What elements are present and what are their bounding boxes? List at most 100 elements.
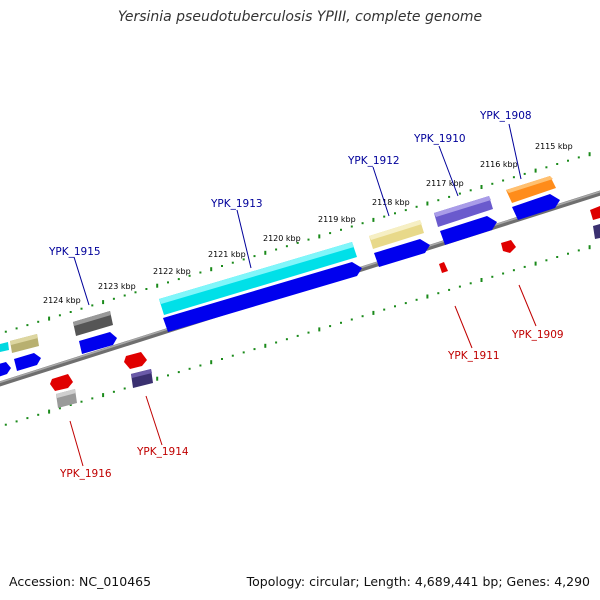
minor-tick xyxy=(383,215,386,218)
gene-arrow-ypk1910[interactable] xyxy=(440,216,497,245)
leader-ypk1909 xyxy=(518,284,537,327)
gene-label-ypk1912[interactable]: YPK_1912 xyxy=(347,155,400,167)
minor-tick xyxy=(448,195,451,198)
leader-ypk1916 xyxy=(69,420,84,467)
minor-tick xyxy=(577,249,580,252)
gene-arrow-left-1[interactable] xyxy=(14,353,41,371)
minor-tick xyxy=(556,256,559,258)
gene-arrow-ypk1913[interactable] xyxy=(163,262,362,332)
major-tick xyxy=(426,294,429,299)
minor-tick xyxy=(188,367,191,370)
gene-bar-ypk1910-slate-top xyxy=(434,196,491,217)
minor-tick xyxy=(437,292,440,295)
minor-tick xyxy=(567,159,569,162)
minor-tick xyxy=(469,282,472,285)
minor-tick xyxy=(275,341,278,344)
tick-label-2120: 2120 kbp xyxy=(263,234,301,243)
minor-tick xyxy=(167,281,169,284)
major-tick xyxy=(588,152,591,157)
minor-tick xyxy=(15,420,18,423)
minor-tick xyxy=(37,320,40,323)
major-tick xyxy=(48,316,51,321)
gene-bar-slate-right-edge[interactable] xyxy=(593,224,600,239)
gene-label-ypk1914[interactable]: YPK_1914 xyxy=(136,446,189,458)
page-title: Yersinia pseudotuberculosis YPIII, compl… xyxy=(117,9,483,25)
minor-tick xyxy=(523,265,526,268)
minor-tick xyxy=(491,275,494,278)
gene-arrow-ypk1915[interactable] xyxy=(79,332,117,354)
minor-tick xyxy=(469,189,472,192)
minor-tick xyxy=(329,325,332,328)
minor-tick xyxy=(199,271,202,274)
tick-label-2124: 2124 kbp xyxy=(43,296,81,305)
gene-label-ypk1910[interactable]: YPK_1910 xyxy=(413,133,466,145)
tick-label-2123: 2123 kbp xyxy=(98,282,136,291)
gene-bar-ypk1916-gray-top xyxy=(56,389,76,398)
gene-arrow-ypk1911[interactable] xyxy=(439,262,448,273)
tick-label-2121: 2121 kbp xyxy=(208,250,246,259)
major-tick xyxy=(372,217,375,222)
gene-arrow-ypk1908[interactable] xyxy=(512,194,560,220)
major-tick xyxy=(534,261,537,266)
minor-tick xyxy=(231,261,234,264)
reverse-gene-features xyxy=(50,240,516,408)
gene-bar-ypk1913-cyan-top xyxy=(159,242,354,304)
gene-arrow-ypk1912[interactable] xyxy=(374,239,430,267)
minor-tick xyxy=(340,321,342,324)
gene-bar-ypk1914-slate-top xyxy=(131,369,152,378)
minor-tick xyxy=(458,285,461,288)
tick-label-2115: 2115 kbp xyxy=(535,142,573,151)
minor-tick xyxy=(91,304,94,307)
minor-tick xyxy=(253,348,256,351)
gene-label-ypk1911[interactable]: YPK_1911 xyxy=(447,350,500,362)
leader-ypk1913 xyxy=(236,209,252,269)
kbp-tick-labels: 2115 kbp 2116 kbp 2117 kbp 2118 kbp 2119… xyxy=(43,142,573,305)
major-tick xyxy=(480,185,483,189)
gene-red-right-edge[interactable] xyxy=(590,206,600,220)
minor-tick xyxy=(296,334,299,337)
minor-tick xyxy=(242,351,245,354)
minor-tick xyxy=(145,288,148,290)
gene-arrow-ypk1909[interactable] xyxy=(501,240,516,253)
gene-bar-khaki-left-top xyxy=(10,334,38,345)
major-tick xyxy=(102,300,105,305)
leader-ypk1914 xyxy=(145,395,163,446)
gene-bar-ypk1908-orange[interactable] xyxy=(506,176,556,203)
major-tick xyxy=(210,360,213,365)
minor-tick xyxy=(383,308,386,311)
minor-tick xyxy=(340,228,342,231)
gene-bar-cyan-left[interactable] xyxy=(0,342,9,352)
minor-tick xyxy=(177,278,180,281)
minor-tick xyxy=(285,338,288,341)
minor-tick xyxy=(112,297,115,300)
minor-tick xyxy=(307,331,310,334)
genome-summary-text: Topology: circular; Length: 4,689,441 bp… xyxy=(246,574,590,589)
minor-tick xyxy=(275,248,278,251)
minor-tick xyxy=(350,318,353,321)
major-tick xyxy=(156,283,159,288)
minor-tick xyxy=(394,212,396,215)
gene-label-ypk1908[interactable]: YPK_1908 xyxy=(479,110,532,122)
gene-label-ypk1916[interactable]: YPK_1916 xyxy=(59,468,112,480)
major-tick xyxy=(318,327,321,332)
tick-label-2118: 2118 kbp xyxy=(372,198,410,207)
major-tick xyxy=(318,234,321,239)
gene-arrow-ypk1914-red[interactable] xyxy=(124,352,147,369)
minor-tick xyxy=(567,252,569,255)
minor-tick xyxy=(91,397,94,400)
leader-ypk1911 xyxy=(454,305,473,349)
gene-label-ypk1913[interactable]: YPK_1913 xyxy=(210,198,263,210)
minor-tick xyxy=(242,258,245,261)
major-tick xyxy=(372,310,375,315)
gene-arrow-ypk1916-red[interactable] xyxy=(50,374,73,391)
gene-label-ypk1915[interactable]: YPK_1915 xyxy=(48,246,101,258)
tick-label-2119: 2119 kbp xyxy=(318,215,356,224)
minor-tick xyxy=(285,245,288,248)
leader-ypk1912 xyxy=(372,166,390,217)
minor-tick xyxy=(361,315,364,318)
minor-tick xyxy=(545,259,548,262)
gene-label-ypk1909[interactable]: YPK_1909 xyxy=(511,329,564,341)
minor-tick xyxy=(177,371,180,374)
gene-arrow-left-2[interactable] xyxy=(0,362,11,378)
